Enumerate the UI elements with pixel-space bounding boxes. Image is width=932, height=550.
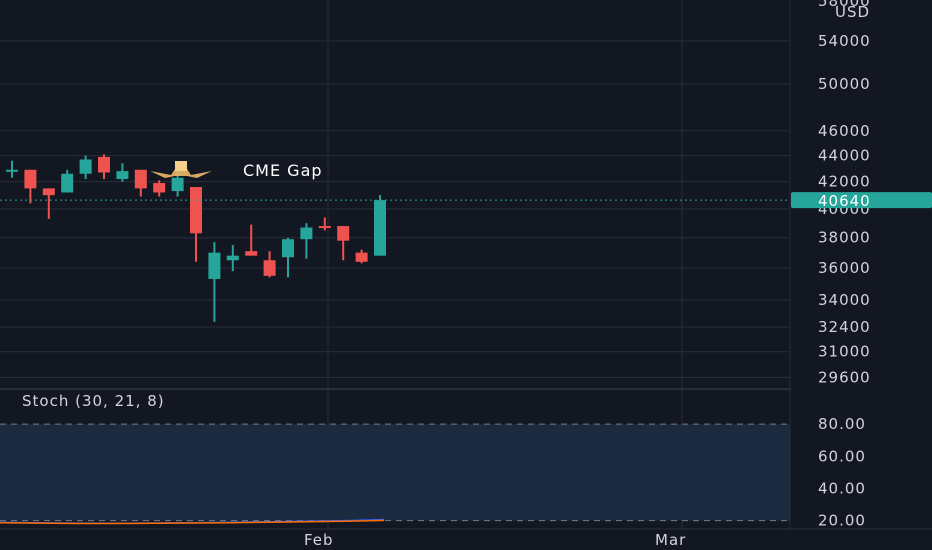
candle-body [24,169,37,189]
price-tick-29600: 29600 [818,369,871,387]
candle-body [263,260,276,276]
candle[interactable] [208,242,221,322]
candle[interactable] [337,226,350,261]
candle[interactable] [24,169,37,204]
price-axis[interactable] [791,0,932,530]
candle[interactable] [374,195,386,256]
candle[interactable] [318,217,331,231]
stoch-tick-80.00: 80.00 [818,415,866,433]
candlestick-series[interactable] [6,154,386,322]
price-tick-58000: 58000 [818,0,871,10]
last-price-value: 40640 [818,192,871,210]
price-tick-36000: 36000 [818,259,871,277]
price-tick-54000: 54000 [818,32,871,50]
candle-body [6,169,18,172]
candle-body [245,251,258,256]
cme-gap-marker-icon [150,161,212,178]
stoch-tick-60.00: 60.00 [818,447,866,465]
candle[interactable] [134,169,147,197]
price-tick-50000: 50000 [818,75,871,93]
candle[interactable] [6,160,18,178]
stochastic-title[interactable]: Stoch (30, 21, 8) [22,392,165,410]
candle[interactable] [263,251,276,278]
candle-body [300,227,313,240]
time-axis[interactable] [0,530,932,550]
price-tick-31000: 31000 [818,343,871,361]
candle[interactable] [300,223,313,259]
cme-gap-annotation: CME Gap [243,161,323,180]
candle-body [282,239,294,258]
price-tick-32400: 32400 [818,318,871,336]
price-axis-labels: 5800054000500004600044000420004000038000… [818,0,871,387]
candle[interactable] [98,154,110,180]
time-tick-feb: Feb [304,531,334,549]
candle[interactable] [79,155,92,180]
time-tick-mar: Mar [655,531,686,549]
price-tick-34000: 34000 [818,291,871,309]
price-tick-42000: 42000 [818,173,871,191]
candle-body [134,169,147,189]
stoch-tick-40.00: 40.00 [818,479,866,497]
candle-body [318,226,331,229]
candle-body [79,159,92,174]
candle[interactable] [116,163,129,182]
stochastic-band [0,424,790,521]
candle[interactable] [282,237,294,278]
candle[interactable] [153,180,166,197]
stochastic-axis-labels: 80.00 60.00 40.00 20.00 [818,415,866,530]
candle-body [226,255,239,261]
last-price-badge: 40640 [791,192,932,210]
candle-body [98,156,110,173]
candle[interactable] [42,188,55,219]
candle-body [61,173,74,193]
candle[interactable] [226,245,239,272]
stoch-tick-20.00: 20.00 [818,512,866,530]
price-tick-44000: 44000 [818,147,871,165]
candle[interactable] [355,249,368,264]
candle-body [116,171,129,180]
stochastic-lines [0,518,385,525]
candle-body [374,200,386,256]
candle[interactable] [61,169,74,193]
candle[interactable] [190,187,202,262]
candle-body [355,252,368,262]
price-tick-38000: 38000 [818,229,871,247]
candle[interactable] [245,224,258,256]
price-tick-46000: 46000 [818,122,871,140]
candle-body [208,252,221,279]
candle-body [153,183,166,193]
candle-body [337,226,350,241]
candle-body [190,187,202,234]
candle-body [171,177,184,192]
currency-label: USD [835,3,870,21]
stoch-series-2 [0,519,385,525]
candle-body [42,188,55,196]
